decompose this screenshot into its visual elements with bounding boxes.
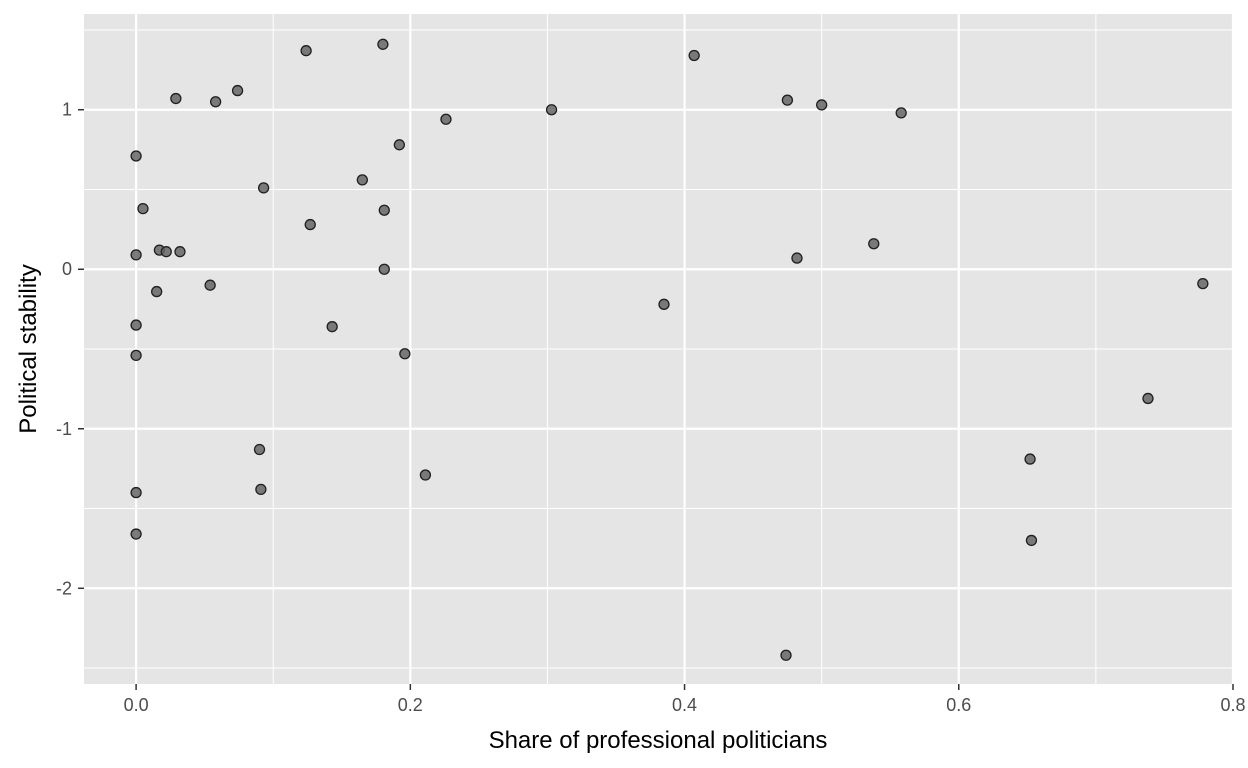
data-point xyxy=(174,246,186,258)
data-point xyxy=(378,263,390,275)
x-tick-label: 0.4 xyxy=(672,695,697,715)
y-axis-title: Political stability xyxy=(15,264,42,433)
data-point xyxy=(255,483,267,496)
data-point xyxy=(257,182,270,194)
data-point xyxy=(231,84,244,97)
x-tick-label: 0.8 xyxy=(1220,695,1245,715)
x-axis-title: Share of professional politicians xyxy=(489,727,828,754)
data-point xyxy=(160,246,172,258)
data-point xyxy=(816,99,828,111)
data-point xyxy=(304,218,316,231)
data-point xyxy=(1142,392,1154,405)
x-tick-label: 0.0 xyxy=(124,695,149,715)
data-point xyxy=(393,139,406,151)
data-point xyxy=(151,285,163,298)
x-tick-label: 0.2 xyxy=(398,695,423,715)
data-point xyxy=(130,528,142,540)
data-point xyxy=(688,49,700,62)
data-point xyxy=(378,204,390,216)
data-point xyxy=(895,107,907,119)
data-point xyxy=(545,104,558,116)
minor-gridlines xyxy=(84,14,1233,684)
data-point xyxy=(326,321,338,333)
data-point xyxy=(658,298,670,310)
data-point xyxy=(130,249,142,261)
data-point xyxy=(209,96,222,108)
data-point xyxy=(130,486,142,499)
data-point xyxy=(781,94,794,106)
data-point xyxy=(868,238,880,250)
data-point xyxy=(399,348,411,360)
x-tick-label: 0.6 xyxy=(946,695,971,715)
data-point xyxy=(791,252,803,264)
data-point xyxy=(300,45,312,57)
data-point xyxy=(356,174,368,186)
data-point xyxy=(1025,534,1038,547)
y-axis-ticks: -2 -1 0 1 xyxy=(56,100,84,598)
data-points xyxy=(130,38,1209,661)
data-point xyxy=(170,92,182,105)
y-tick-label: -1 xyxy=(56,419,72,439)
data-point xyxy=(780,649,792,661)
data-point xyxy=(1197,277,1209,290)
data-point xyxy=(253,443,266,456)
y-tick-label: -2 xyxy=(56,578,72,598)
data-point xyxy=(137,202,149,215)
data-point xyxy=(130,150,142,162)
data-point xyxy=(204,279,216,291)
data-point xyxy=(377,38,389,50)
x-axis-ticks: 0.0 0.2 0.4 0.6 0.8 xyxy=(124,684,1246,715)
data-point xyxy=(419,469,432,481)
data-point xyxy=(440,113,452,125)
data-point xyxy=(1024,453,1036,465)
y-tick-label: 0 xyxy=(62,259,72,279)
data-point xyxy=(130,319,142,331)
y-tick-label: 1 xyxy=(62,100,72,120)
data-point xyxy=(130,349,142,362)
major-gridlines xyxy=(84,14,1235,684)
